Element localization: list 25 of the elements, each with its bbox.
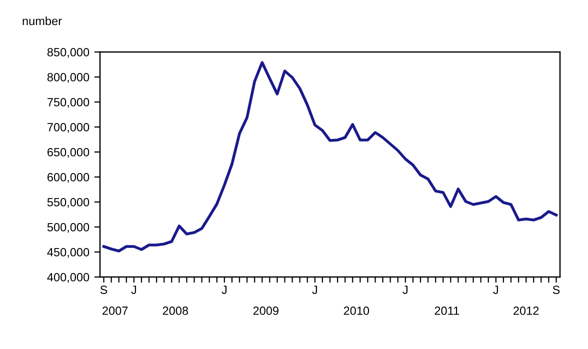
x-tick-label: J: [131, 286, 136, 294]
x-tick-label: J: [402, 286, 408, 294]
text: 2010: [344, 306, 370, 315]
text: 2011: [434, 306, 460, 315]
y-tick-label: 600,000: [48, 173, 90, 183]
x-tick-label: J: [222, 286, 226, 294]
x-tick-label: J: [312, 286, 317, 294]
y-tick-label: 500,000: [47, 223, 90, 233]
y-tick-label: 700,000: [48, 123, 90, 133]
line-series: [102, 61, 558, 252]
y-tick-label: 400,000: [47, 273, 90, 283]
y-tick-label: 650,000: [48, 148, 90, 158]
text: 2008: [162, 306, 188, 315]
y-axis-title: number: [22, 16, 62, 26]
x-tick-label: S: [100, 286, 108, 294]
y-tick-label: 550,000: [47, 198, 90, 208]
text: 2009: [253, 306, 278, 315]
x-tick-label: J: [493, 286, 498, 294]
y-tick-label: 800,000: [47, 73, 90, 83]
y-tick-label: 450,000: [47, 248, 90, 258]
x-tick-label: S: [552, 286, 560, 294]
y-tick-label: 850,000: [47, 48, 90, 58]
text: 2007: [102, 306, 128, 315]
y-tick-label: 750,000: [48, 98, 90, 108]
text: 2012: [514, 306, 539, 315]
